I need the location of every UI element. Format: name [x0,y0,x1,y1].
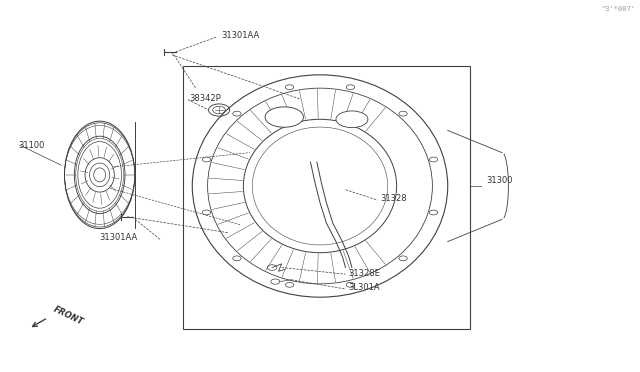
Text: 31328E: 31328E [349,269,381,278]
Ellipse shape [233,111,241,116]
Ellipse shape [429,210,438,215]
Ellipse shape [399,256,407,261]
Ellipse shape [285,85,294,90]
Ellipse shape [346,85,355,90]
Ellipse shape [233,256,241,261]
Text: 31301AA: 31301AA [221,31,259,41]
Text: 31301AA: 31301AA [100,233,138,243]
Text: 38342P: 38342P [189,94,221,103]
Text: 31100: 31100 [19,141,45,150]
Ellipse shape [265,107,303,127]
Text: FRONT: FRONT [52,305,84,327]
Text: 31300: 31300 [486,176,513,185]
Ellipse shape [346,282,355,287]
Text: ^3'*007': ^3'*007' [602,6,636,12]
Ellipse shape [336,111,368,128]
Ellipse shape [202,157,211,162]
Ellipse shape [202,210,211,215]
Ellipse shape [399,111,407,116]
Ellipse shape [429,157,438,162]
Text: 3L301A: 3L301A [349,283,380,292]
Bar [182,65,470,329]
Ellipse shape [285,282,294,287]
Text: 31328: 31328 [381,195,407,203]
